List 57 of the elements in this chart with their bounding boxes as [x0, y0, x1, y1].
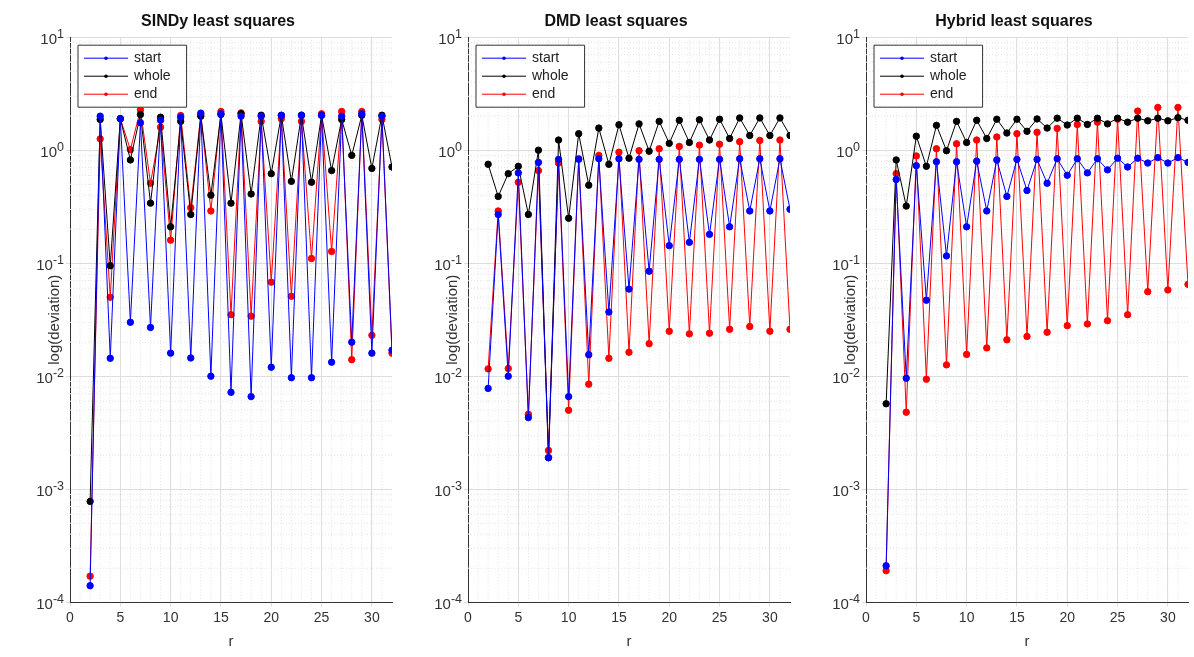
- y-tick-label: 10$^{0}$: [40, 140, 64, 161]
- legend-label: start: [532, 49, 560, 66]
- legend-label: end: [532, 85, 556, 102]
- x-tick-label: 0: [862, 609, 871, 626]
- x-tick-label: 20: [661, 609, 678, 626]
- y-axis-title: log(deviation): [443, 274, 461, 365]
- y-axis-title: log(deviation): [841, 274, 859, 365]
- x-axis-title: r: [228, 632, 234, 650]
- x-tick-label: 25: [313, 609, 330, 626]
- x-axis-title: r: [1024, 632, 1030, 650]
- legend-label: start: [930, 49, 958, 66]
- x-tick-label: 20: [1059, 609, 1076, 626]
- x-tick-label: 0: [66, 609, 75, 626]
- y-tick-label: 10$^{-3}$: [434, 479, 462, 500]
- y-tick-label: 10$^{-1}$: [832, 253, 860, 274]
- y-tick-label: 10$^{1}$: [438, 27, 462, 48]
- x-tick-label: 30: [1160, 609, 1176, 626]
- x-tick-label: 0: [464, 609, 473, 626]
- y-tick-label: 10$^{-1}$: [36, 253, 64, 274]
- chart-title: Hybrid least squares: [935, 12, 1093, 30]
- x-tick-label: 10: [958, 609, 975, 626]
- legend-label: end: [134, 85, 158, 102]
- y-tick-label: 10$^{-3}$: [36, 479, 64, 500]
- y-tick-label: 10$^{0}$: [438, 140, 462, 161]
- x-tick-label: 10: [162, 609, 179, 626]
- x-tick-label: 20: [263, 609, 280, 626]
- y-tick-label: 10$^{1}$: [836, 27, 860, 48]
- y-tick-label: 10$^{-4}$: [36, 592, 64, 613]
- chart-title: DMD least squares: [544, 12, 688, 30]
- x-tick-label: 30: [364, 609, 380, 626]
- y-tick-label: 10$^{-4}$: [434, 592, 462, 613]
- x-tick-label: 5: [116, 609, 125, 626]
- x-tick-label: 15: [213, 609, 229, 626]
- x-axis-title: r: [626, 632, 632, 650]
- x-tick-label: 25: [711, 609, 728, 626]
- x-tick-label: 15: [1009, 609, 1025, 626]
- legend-label: start: [134, 49, 162, 66]
- legend-label: whole: [531, 67, 569, 84]
- legend-label: end: [930, 85, 954, 102]
- y-tick-label: 10$^{-4}$: [832, 592, 860, 613]
- y-tick-label: 10$^{-1}$: [434, 253, 462, 274]
- legend-label: whole: [929, 67, 967, 84]
- legend-label: whole: [133, 67, 171, 84]
- x-tick-label: 30: [762, 609, 778, 626]
- y-tick-label: 10$^{-2}$: [36, 366, 64, 387]
- y-tick-label: 10$^{-3}$: [832, 479, 860, 500]
- chart-title: SINDy least squares: [141, 12, 296, 30]
- y-tick-label: 10$^{-2}$: [434, 366, 462, 387]
- y-tick-label: 10$^{1}$: [40, 27, 64, 48]
- y-axis-title: log(deviation): [45, 274, 63, 365]
- x-tick-label: 5: [912, 609, 921, 626]
- y-tick-label: 10$^{0}$: [836, 140, 860, 161]
- x-tick-label: 25: [1109, 609, 1126, 626]
- x-tick-label: 5: [514, 609, 523, 626]
- x-tick-label: 10: [560, 609, 577, 626]
- x-tick-label: 15: [611, 609, 627, 626]
- y-tick-label: 10$^{-2}$: [832, 366, 860, 387]
